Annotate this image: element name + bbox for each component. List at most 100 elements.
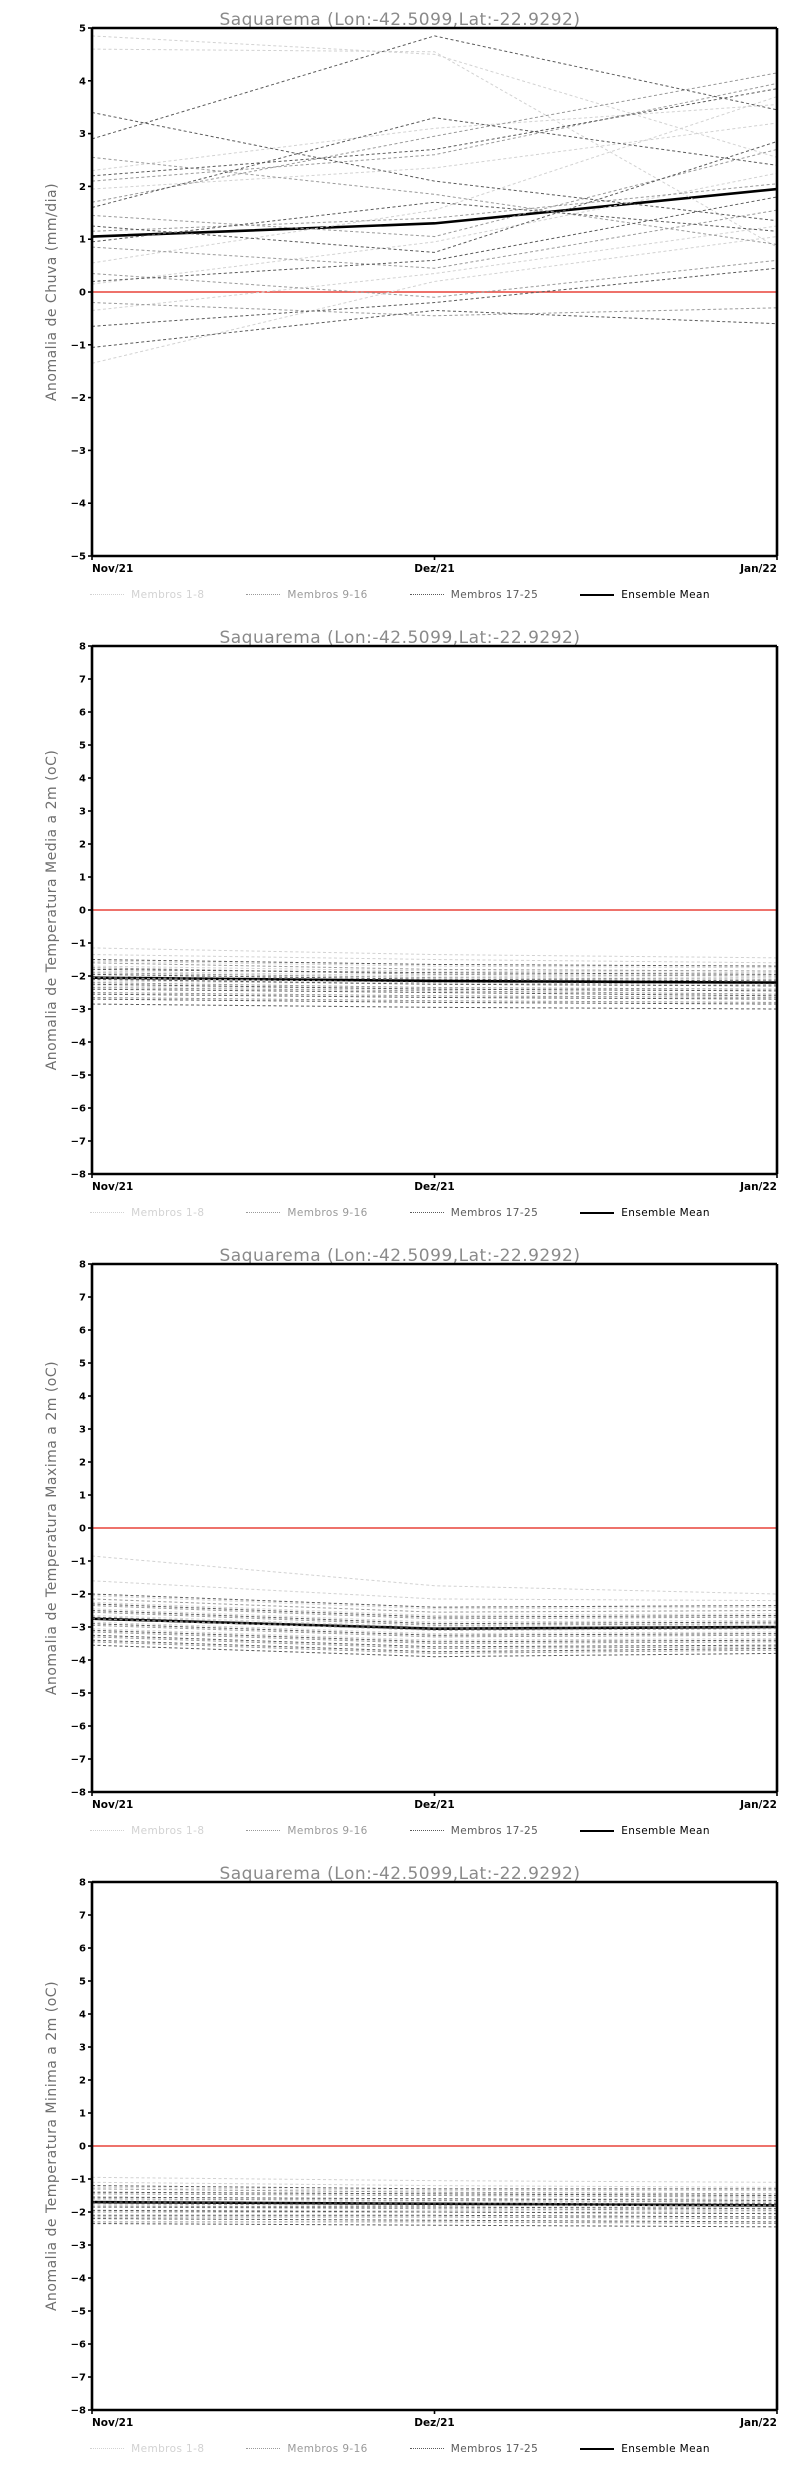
member-line <box>91 992 778 998</box>
member-line <box>91 967 778 977</box>
member-line <box>91 141 778 253</box>
legend-item[interactable]: Membros 9-16 <box>246 589 367 601</box>
member-line <box>91 954 778 964</box>
y-tick-label: −1 <box>71 340 86 351</box>
legend-swatch-icon <box>90 594 125 596</box>
legend-item[interactable]: Membros 17-25 <box>409 588 539 601</box>
member-line <box>91 1634 778 1648</box>
panel-title: Saquarema (Lon:-42.5099,Lat:-22.9292) <box>219 10 581 30</box>
x-tick-label: Dez/21 <box>414 2417 454 2429</box>
member-line <box>91 985 778 992</box>
member-line <box>91 959 778 967</box>
member-line <box>91 1603 778 1618</box>
member-line <box>91 993 778 1000</box>
legend-item[interactable]: Membros 1-8 <box>90 589 204 601</box>
y-tick-label: −6 <box>71 1104 86 1115</box>
member-line <box>91 960 778 969</box>
member-line <box>91 972 778 980</box>
plot-area-tmedia: 8 7 6 5 4 3 2 1 0 −1 −2 −3 −4 −5 −6 −7 −8 Nov/21 Dez/21 Jan… <box>71 642 779 1193</box>
legend-swatch-icon <box>90 1830 125 1832</box>
y-tick-label: 8 <box>79 642 86 653</box>
legend-label: Membros 17-25 <box>450 1824 539 1837</box>
x-tick-label: Jan/22 <box>739 1799 777 1811</box>
member-line <box>91 1555 778 1595</box>
legend-item[interactable]: Membros 17-25 <box>409 1824 539 1837</box>
y-tick-label: −3 <box>71 2241 86 2252</box>
member-line <box>91 309 778 348</box>
plot-area-tmaxima: 8 7 6 5 4 3 2 1 0 −1 −2 −3 −4 −5 −6 −7 −8 Nov/21 Dez/21 Jan… <box>71 1260 779 1811</box>
legend-item[interactable]: Membros 1-8 <box>90 1207 204 1219</box>
legend-item[interactable]: Membros 17-25 <box>409 1207 538 1219</box>
chart-legend: Membros 1-8 Membros 9-16 Membros 17-25 Ense… <box>0 2442 800 2455</box>
legend-item[interactable]: Ensemble Mean <box>580 589 710 601</box>
y-tick-label: −8 <box>71 1170 86 1181</box>
y-tick-label: 1 <box>79 235 86 246</box>
member-line <box>91 96 778 264</box>
y-tick-label: −5 <box>71 1071 86 1082</box>
legend-label: Membros 17-25 <box>450 588 539 601</box>
member-line <box>91 1628 778 1641</box>
forecast-panel-tmedia: Saquarema (Lon:-42.5099,Lat:-22.9292) Ano… <box>0 618 800 1236</box>
legend-swatch-icon <box>580 1211 615 1214</box>
member-line <box>91 35 778 140</box>
legend-label: Membros 9-16 <box>287 1824 368 1837</box>
y-tick-label: 3 <box>79 1425 86 1436</box>
y-tick-label: 6 <box>79 708 86 719</box>
y-tick-label: −4 <box>71 1038 86 1049</box>
member-line <box>91 2176 778 2183</box>
member-line <box>91 988 778 997</box>
member-line <box>91 1636 778 1649</box>
member-line <box>91 1616 778 1630</box>
member-line <box>91 1593 778 1608</box>
member-line <box>91 2198 778 2203</box>
member-line <box>91 2209 778 2215</box>
member-line <box>91 1641 778 1654</box>
member-line <box>91 977 778 985</box>
legend-item[interactable]: Ensemble Mean <box>580 2443 710 2455</box>
x-tick-label: Nov/21 <box>92 1181 133 1193</box>
y-tick-label: 5 <box>79 1977 86 1988</box>
x-tick-label: Jan/22 <box>739 563 777 575</box>
member-line <box>91 196 778 282</box>
member-line <box>91 996 778 1003</box>
legend-item[interactable]: Ensemble Mean <box>580 1207 710 1219</box>
member-line <box>91 983 778 992</box>
legend-item[interactable]: Membros 17-25 <box>409 2442 539 2455</box>
member-line <box>91 978 778 987</box>
y-tick-label: 7 <box>79 1293 86 1304</box>
legend-label: Membros 17-25 <box>450 2442 539 2455</box>
legend-item[interactable]: Membros 1-8 <box>90 2443 204 2455</box>
y-tick-label: 0 <box>79 288 86 299</box>
panel-title: Saquarema (Lon:-42.5099,Lat:-22.9292) <box>219 628 581 648</box>
member-line <box>91 1598 778 1613</box>
member-line <box>91 1644 778 1658</box>
x-tick-label: Dez/21 <box>414 1799 454 1811</box>
legend-swatch-icon <box>246 1212 281 1214</box>
y-tick-label: −1 <box>71 939 86 950</box>
member-line <box>91 1610 778 1625</box>
y-tick-label: 1 <box>79 1491 86 1502</box>
y-tick-label: 6 <box>79 1944 86 1955</box>
member-line <box>91 965 778 974</box>
member-line <box>91 111 778 222</box>
legend-item[interactable]: Membros 9-16 <box>246 1206 368 1219</box>
member-line <box>91 1003 778 1010</box>
y-tick-label: −4 <box>71 1656 86 1667</box>
member-line <box>91 35 778 158</box>
member-line <box>92 2221 778 2225</box>
y-tick-label: −5 <box>71 2307 86 2318</box>
member-line <box>91 1608 778 1623</box>
y-tick-label: −2 <box>71 393 86 404</box>
legend-item[interactable]: Membros 9-16 <box>246 2443 367 2455</box>
legend-label: Membros 9-16 <box>287 1206 368 1219</box>
y-tick-label: −2 <box>71 2208 86 2219</box>
forecast-panel-tminima: Saquarema (Lon:-42.5099,Lat:-22.9292) Ano… <box>0 1854 800 2472</box>
chart-legend: Membros 1-8 Membros 9-16 Membros 17-25 Ense… <box>0 1206 800 1219</box>
member-line <box>91 982 778 990</box>
legend-item[interactable]: Membros 1-8 <box>90 1825 204 1837</box>
chart-legend: Membros 1-8 Membros 9-16 Membros 17-25 Ense… <box>0 588 800 601</box>
legend-item[interactable]: Ensemble Mean <box>580 1825 710 1837</box>
member-line <box>91 2203 777 2206</box>
legend-item[interactable]: Membros 9-16 <box>246 1824 368 1837</box>
